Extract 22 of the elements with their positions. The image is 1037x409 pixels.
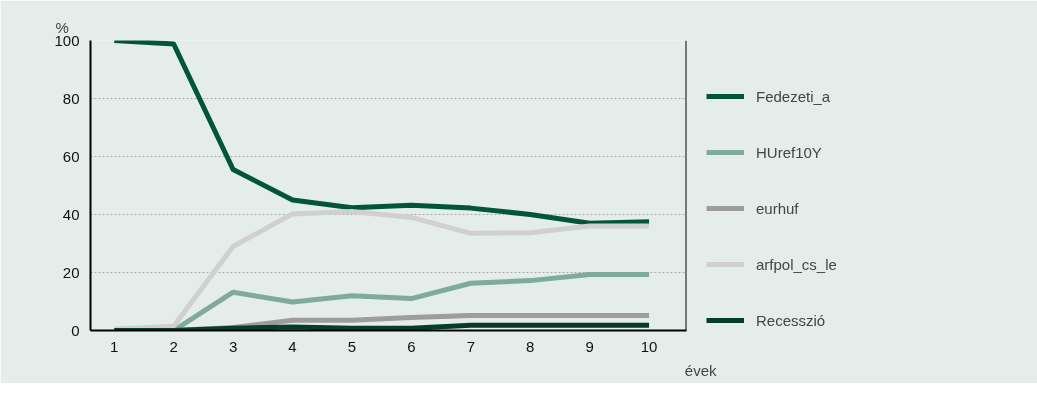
y-tick-label: 0: [71, 321, 80, 339]
legend-label: Fedezeti_a: [756, 87, 831, 105]
x-tick-label: 6: [407, 337, 416, 355]
y-tick-label: 40: [62, 205, 80, 223]
x-tick-label: 10: [640, 337, 658, 355]
x-tick-label: 2: [169, 337, 178, 355]
legend-label: HUref10Y: [756, 143, 822, 161]
y-tick-label: 80: [62, 89, 80, 107]
x-tick-label: 1: [110, 337, 119, 355]
x-tick-label: 4: [288, 337, 297, 355]
x-tick-label: 3: [228, 337, 238, 355]
legend-label: arfpol_cs_le: [756, 255, 837, 273]
x-axis-title: évek: [684, 361, 717, 379]
x-tick-label: 9: [585, 337, 594, 355]
y-axis-title: %: [55, 18, 69, 36]
y-tick-label: 20: [62, 263, 80, 281]
legend-label: Recesszió: [756, 311, 826, 329]
legend-label: eurhuf: [756, 199, 799, 217]
x-tick-label: 8: [526, 337, 535, 355]
x-tick-label: 7: [466, 337, 475, 355]
y-tick-label: 60: [62, 147, 80, 165]
x-tick-label: 5: [347, 337, 357, 355]
